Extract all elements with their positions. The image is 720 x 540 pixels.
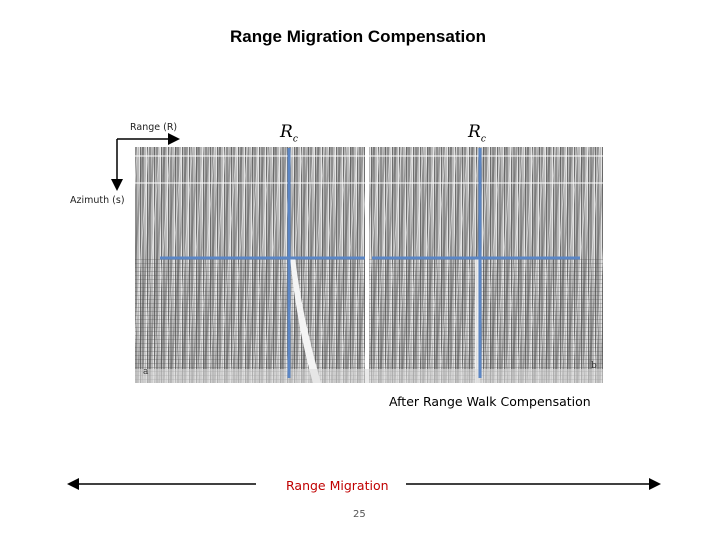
range-axis-label: Range (R): [130, 122, 178, 133]
sar-image: [135, 147, 603, 383]
rc-left-symbol: Rc: [280, 122, 298, 145]
range-migration-label: Range Migration: [286, 478, 389, 493]
page-number: 25: [353, 509, 366, 520]
figure-caption: After Range Walk Compensation: [389, 394, 591, 409]
slide-title: Range Migration Compensation: [230, 27, 486, 46]
panel-b-letter: b: [591, 361, 597, 371]
bright-migration-curve: [290, 257, 321, 383]
sar-figure: a b: [135, 147, 603, 383]
panel-a-letter: a: [143, 367, 149, 377]
rc-right-symbol: Rc: [468, 122, 486, 145]
azimuth-axis-label: Azimuth (s): [70, 195, 125, 206]
